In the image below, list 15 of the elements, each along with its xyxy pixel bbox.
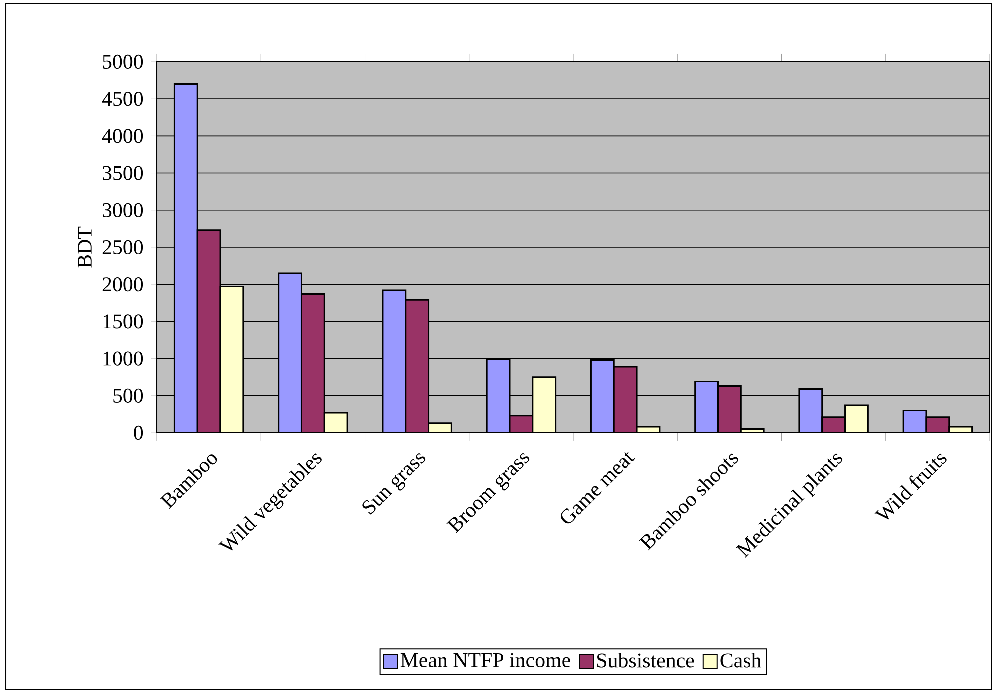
y-tick-label: 2500 (102, 240, 144, 255)
legend-label: Cash (720, 653, 762, 668)
y-tick-label: 500 (114, 388, 144, 403)
y-tick-label: 0 (134, 426, 144, 440)
y-tick-label: 4500 (102, 92, 144, 106)
legend-label: Mean NTFP income (400, 653, 570, 668)
y-tick-label: 2000 (102, 278, 144, 292)
y-tick-label: 4000 (102, 129, 144, 144)
legend-label: Subsistence (598, 653, 694, 668)
y-tick-label: 1500 (104, 314, 144, 329)
y-axis-title: BDT (78, 226, 92, 268)
y-tick-label: 1000 (104, 352, 144, 366)
y-tick-label: 3000 (102, 203, 144, 218)
y-tick-label: 5000 (103, 54, 144, 70)
y-tick-label: 3500 (102, 166, 144, 180)
